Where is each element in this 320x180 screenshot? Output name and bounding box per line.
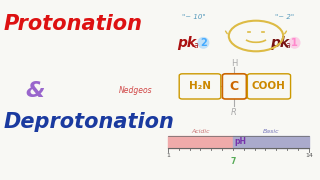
Text: &: &	[26, 81, 45, 101]
Text: "~ 2": "~ 2"	[275, 14, 294, 20]
Text: 2: 2	[200, 38, 207, 48]
Text: R: R	[231, 108, 237, 117]
Text: pk: pk	[270, 36, 290, 50]
Text: Nedgeos: Nedgeos	[118, 86, 152, 95]
Text: "~ 10": "~ 10"	[182, 14, 206, 20]
Text: pk: pk	[178, 36, 197, 50]
Text: 1: 1	[291, 38, 298, 48]
Text: Acidic: Acidic	[191, 129, 210, 134]
Text: Basic: Basic	[263, 129, 279, 134]
Text: 14: 14	[305, 153, 313, 158]
Text: H: H	[231, 59, 237, 68]
FancyBboxPatch shape	[179, 74, 221, 99]
Text: C: C	[229, 80, 238, 93]
Text: COOH: COOH	[252, 81, 286, 91]
Text: Deprotonation: Deprotonation	[3, 112, 174, 132]
Text: a: a	[194, 41, 198, 50]
Text: 1: 1	[166, 153, 170, 158]
Text: 7: 7	[230, 157, 236, 166]
Bar	[168, 136, 233, 148]
FancyBboxPatch shape	[247, 74, 291, 99]
Text: H₂N: H₂N	[189, 81, 211, 91]
Text: a: a	[286, 41, 290, 50]
FancyBboxPatch shape	[222, 74, 246, 99]
Bar	[233, 136, 309, 148]
Text: Protonation: Protonation	[3, 14, 142, 34]
Text: pH: pH	[235, 137, 247, 146]
